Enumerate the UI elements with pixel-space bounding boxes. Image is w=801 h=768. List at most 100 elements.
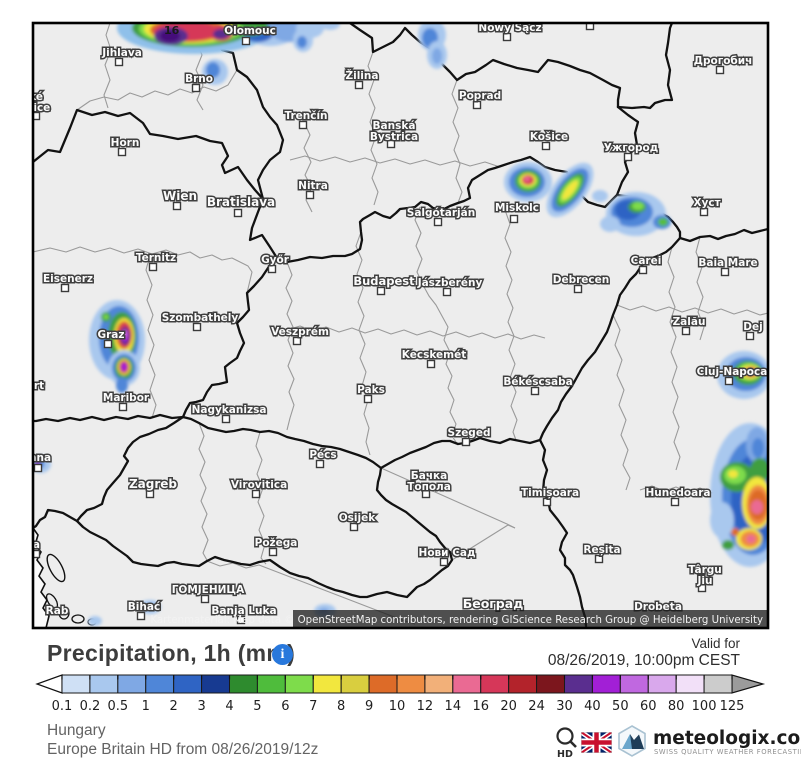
scale-tick-label: 4 [225,699,233,714]
city-marker[interactable] [148,262,158,272]
city-marker[interactable] [33,463,43,473]
scale-tick-label: 9 [365,699,373,714]
city-marker[interactable] [172,201,182,211]
city-marker[interactable] [363,394,373,404]
city-marker[interactable] [623,152,633,162]
city-marker[interactable] [745,331,755,341]
city-label: Brno [185,73,213,85]
city-marker[interactable] [145,489,155,499]
meteologix-hexagon-icon [618,725,646,757]
city-marker[interactable] [118,402,128,412]
uk-flag-icon[interactable] [581,732,612,753]
city-marker[interactable] [681,326,691,336]
city-marker[interactable] [103,339,113,349]
city-marker[interactable] [298,120,308,130]
scale-cell [256,674,286,694]
city-marker[interactable] [386,139,396,149]
city-label: Дрогобич [694,55,753,67]
scale-cell [173,674,203,694]
city-marker[interactable] [421,489,431,499]
hd-label: HD [557,749,573,760]
city-marker[interactable] [594,554,604,564]
city-marker[interactable] [236,615,246,625]
scale-cell [424,674,454,694]
city-label: Jiu [697,575,713,587]
city-marker[interactable] [442,287,452,297]
city-marker[interactable] [697,583,707,593]
scale-cell [284,674,314,694]
city-marker[interactable] [136,611,146,621]
city-label: Olomouc [224,25,276,37]
valid-time: 08/26/2019, 10:00pm CEST [547,652,740,669]
city-label: Salgótarján [407,207,475,219]
city-marker[interactable] [233,208,243,218]
hd-zoom-icon[interactable]: HD [554,726,582,760]
city-marker[interactable] [315,459,325,469]
city-marker[interactable] [354,80,364,90]
city-marker[interactable] [530,386,540,396]
city-label: Нови Сад [419,547,476,559]
footer-region: Hungary [47,722,106,739]
city-label: Osijek [339,512,376,524]
city-marker[interactable] [349,522,359,532]
city-label: Pécs [309,449,336,461]
info-icon[interactable]: i [272,644,293,665]
city-marker[interactable] [541,141,551,151]
city-marker[interactable] [715,65,725,75]
city-marker[interactable] [33,111,41,121]
city-marker[interactable] [439,557,449,567]
city-marker[interactable] [638,265,648,275]
city-marker[interactable] [221,414,231,424]
city-marker[interactable] [502,32,512,42]
city-marker[interactable] [433,217,443,227]
city-marker[interactable] [542,497,552,507]
valid-for-label: Valid for [691,636,740,651]
city-label: Poprad [459,90,501,102]
city-label: Szombathely [162,312,239,324]
city-marker[interactable] [724,376,734,386]
meteologix-logo[interactable]: meteologix.com SWISS QUALITY WEATHER FOR… [615,723,801,761]
city-marker[interactable] [573,284,583,294]
scale-cell [675,674,705,694]
city-marker[interactable] [251,489,261,499]
scale-cell [591,674,621,694]
city-marker[interactable] [426,359,436,369]
footer-model-run[interactable]: Europe Britain HD from 08/26/2019/12z [47,741,319,758]
city-marker[interactable] [33,549,41,559]
city-marker[interactable] [509,214,519,224]
city-marker[interactable] [191,83,201,93]
city-marker[interactable] [699,207,709,217]
city-marker[interactable] [292,336,302,346]
scale-cell [340,674,370,694]
scale-tick-label: 20 [500,699,517,714]
scale-cell [145,674,175,694]
scale-tick-label: 0.2 [80,699,101,714]
city-label: Rab [46,605,69,617]
scale-tick-label: 50 [612,699,629,714]
city-marker[interactable] [472,100,482,110]
city-label: Debrecen [553,274,609,286]
city-marker[interactable] [192,322,202,332]
city-marker[interactable] [117,147,127,157]
city-marker[interactable] [376,286,386,296]
city-label: Eisenerz [43,273,93,285]
city-marker[interactable] [305,190,315,200]
city-marker[interactable] [720,267,730,277]
scale-tick-label: 16 [472,699,489,714]
city-marker[interactable] [114,57,124,67]
scale-cell [619,674,649,694]
city-marker[interactable] [241,36,251,46]
scale-cell [61,674,91,694]
city-marker[interactable] [670,497,680,507]
city-marker[interactable] [585,23,595,31]
scale-tick-label: 10 [389,699,406,714]
city-marker[interactable] [60,283,70,293]
city-marker[interactable] [267,264,277,274]
scale-tick-label: 3 [197,699,205,714]
city-marker[interactable] [200,594,210,604]
city-marker[interactable] [268,547,278,557]
city-marker[interactable] [461,437,471,447]
scale-arrow-min [35,674,63,694]
